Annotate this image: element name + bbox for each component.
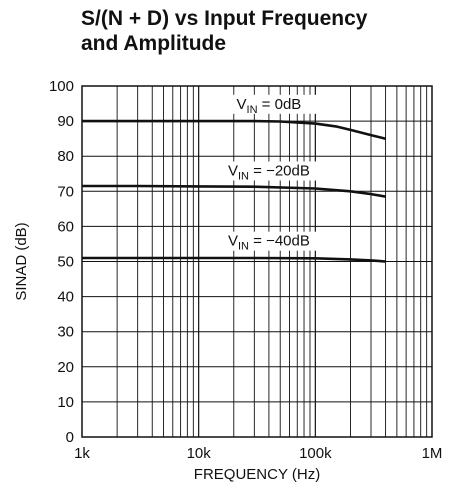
y-tick-label: 70 <box>57 183 74 200</box>
x-tick-label: 100k <box>299 445 332 462</box>
chart-title: S/(N + D) vs Input Frequency and Amplitu… <box>81 6 451 56</box>
series-line-2 <box>82 184 386 198</box>
y-tick-labels: 0 10 20 30 40 50 60 70 80 90 100 <box>49 78 74 446</box>
y-tick-label: 0 <box>66 429 74 446</box>
x-tick-label: 10k <box>187 445 212 462</box>
x-axis-label: FREQUENCY (Hz) <box>194 466 320 483</box>
annotation-layer: VIN = 0dB VIN = −20dB VIN = −40dB <box>218 94 319 253</box>
x-tick-label: 1M <box>422 445 443 462</box>
y-tick-label: 40 <box>57 289 74 306</box>
y-tick-label: 50 <box>57 254 74 271</box>
annotation-background <box>218 94 319 114</box>
y-tick-label: 30 <box>57 324 74 341</box>
y-tick-label: 60 <box>57 218 74 235</box>
x-tick-labels: 1k 10k 100k 1M <box>74 445 442 462</box>
y-tick-label: 100 <box>49 78 74 95</box>
chart-title-line-2: and Amplitude <box>81 32 227 55</box>
grid <box>82 86 432 437</box>
x-tick-label: 1k <box>74 445 90 462</box>
annotation-background <box>218 161 319 181</box>
y-tick-label: 20 <box>57 359 74 376</box>
series-annotation-2: VIN = −20dB <box>228 163 310 183</box>
series-annotation-1: VIN = 0dB <box>237 96 302 116</box>
y-tick-label: 10 <box>57 394 74 411</box>
y-tick-label: 90 <box>57 113 74 130</box>
y-axis-label: SINAD (dB) <box>13 222 30 300</box>
plot-frame <box>81 85 433 438</box>
series-annotation-3: VIN = −40dB <box>228 233 310 253</box>
series-line-1 <box>82 119 386 140</box>
y-tick-label: 80 <box>57 148 74 165</box>
chart-title-line-1: S/(N + D) vs Input Frequency <box>81 7 368 30</box>
series-line-3 <box>82 256 386 263</box>
annotation-background <box>218 231 319 251</box>
series-layer <box>82 119 386 263</box>
